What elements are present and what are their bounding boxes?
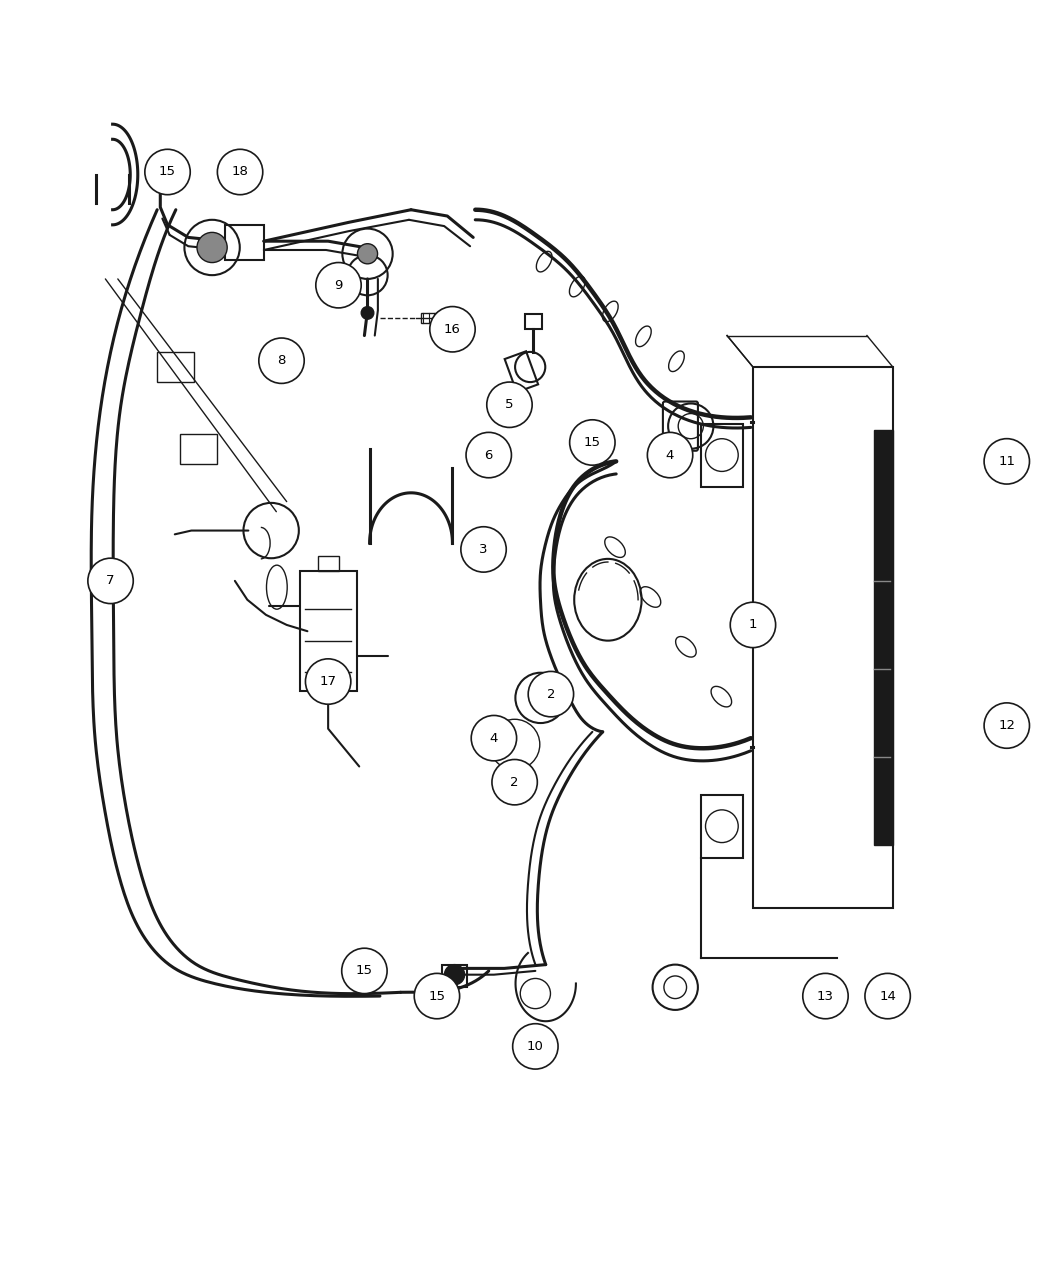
Circle shape	[471, 715, 517, 761]
Text: 10: 10	[527, 1040, 544, 1053]
Text: 2: 2	[510, 775, 519, 789]
Bar	[180, 434, 217, 464]
Circle shape	[730, 602, 776, 648]
Text: 4: 4	[666, 449, 674, 462]
Circle shape	[984, 439, 1029, 484]
Circle shape	[492, 760, 538, 805]
Text: 15: 15	[428, 989, 445, 1002]
Text: 16: 16	[444, 323, 461, 335]
Text: 13: 13	[817, 989, 834, 1002]
Text: 17: 17	[319, 674, 337, 688]
Circle shape	[429, 306, 476, 352]
Circle shape	[466, 432, 511, 478]
Bar	[875, 430, 892, 845]
Text: 15: 15	[584, 436, 601, 449]
Text: 12: 12	[999, 719, 1015, 732]
Circle shape	[461, 527, 506, 572]
Circle shape	[88, 558, 133, 603]
Text: 14: 14	[879, 989, 896, 1002]
Circle shape	[316, 263, 361, 309]
Bar	[225, 224, 264, 260]
Bar	[505, 352, 539, 393]
Circle shape	[415, 973, 460, 1019]
Bar	[701, 423, 742, 487]
Circle shape	[197, 232, 227, 263]
Text: 15: 15	[159, 166, 176, 178]
Text: 8: 8	[277, 354, 286, 367]
Circle shape	[648, 432, 693, 478]
Text: 6: 6	[484, 449, 492, 462]
Circle shape	[217, 149, 262, 195]
Bar	[525, 314, 542, 329]
Text: 4: 4	[489, 732, 498, 745]
Text: 15: 15	[356, 964, 373, 978]
Text: 18: 18	[232, 166, 249, 178]
Circle shape	[258, 338, 304, 384]
Text: 11: 11	[999, 455, 1015, 468]
Circle shape	[803, 973, 848, 1019]
Circle shape	[341, 949, 387, 993]
Text: 2: 2	[547, 687, 555, 701]
Text: 7: 7	[106, 574, 114, 588]
Bar	[753, 367, 892, 908]
Circle shape	[444, 965, 464, 984]
Circle shape	[306, 659, 351, 704]
Circle shape	[865, 973, 910, 1019]
Circle shape	[357, 244, 378, 264]
Circle shape	[528, 672, 573, 717]
Bar	[158, 352, 194, 382]
Text: 1: 1	[749, 618, 757, 631]
Bar	[442, 965, 467, 987]
Bar	[299, 571, 357, 691]
Bar	[318, 556, 338, 571]
Circle shape	[145, 149, 190, 195]
Circle shape	[512, 1024, 558, 1070]
Circle shape	[487, 382, 532, 427]
Circle shape	[984, 703, 1029, 748]
Text: 9: 9	[334, 279, 342, 292]
Circle shape	[570, 419, 615, 465]
Circle shape	[361, 306, 374, 319]
Bar	[701, 794, 742, 858]
Text: 5: 5	[505, 398, 513, 412]
Bar	[421, 312, 440, 323]
Text: 3: 3	[479, 543, 488, 556]
